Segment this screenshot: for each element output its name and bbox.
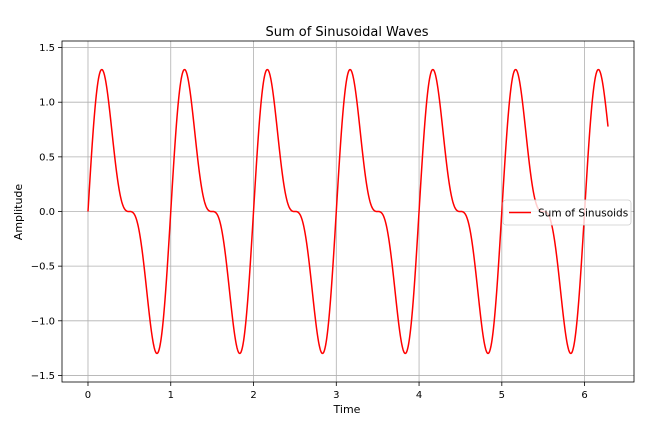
x-tick-label: 4 [416,390,422,401]
x-tick-label: 3 [333,390,339,401]
legend: Sum of Sinusoids [502,199,632,226]
series-line-0 [87,68,609,355]
y-tick-label: 0.5 [39,152,55,163]
x-tick-label: 2 [250,390,256,401]
y-tick-label: −0.5 [31,262,55,273]
ticks: 0 1 2 3 4 5 6 −1.5 −1.0 −0.5 0.0 0.5 1.0 1.5 [31,43,588,401]
x-tick-label: 1 [168,390,174,401]
x-tick-label: 6 [581,390,587,401]
legend-box [502,199,632,226]
x-tick-label: 0 [85,390,91,401]
legend-label: Sum of Sinusoids [538,208,628,220]
y-tick-label: 1.0 [39,98,55,109]
y-tick-label: −1.0 [31,316,55,327]
y-axis-label: Amplitude [12,184,25,241]
x-axis-label: Time [333,403,361,416]
series [87,68,609,355]
chart-title: Sum of Sinusoidal Waves [265,25,428,40]
plot-frame [61,40,635,383]
y-tick-label: 0.0 [39,207,55,218]
x-tick-label: 5 [499,390,505,401]
y-tick-label: −1.5 [31,371,55,382]
y-tick-label: 1.5 [39,43,55,54]
